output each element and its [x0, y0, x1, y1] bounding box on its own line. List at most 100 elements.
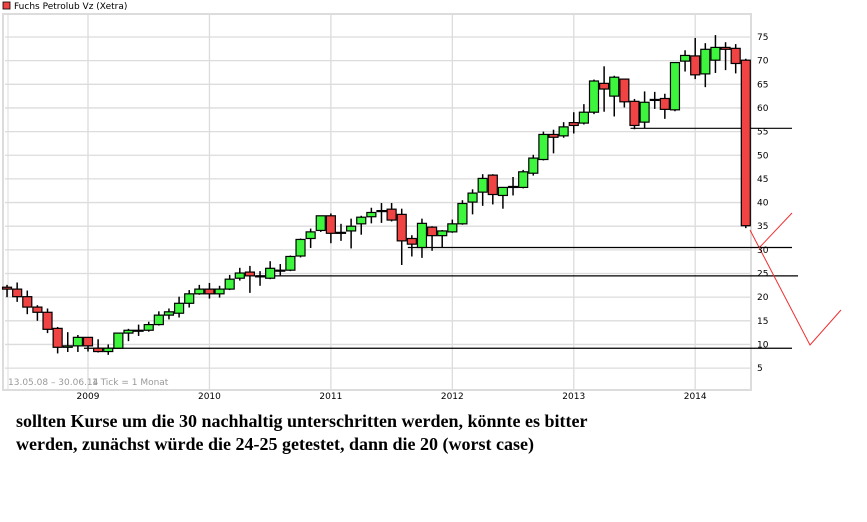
candle	[42, 308, 53, 334]
candle	[133, 324, 144, 336]
x-tick-label: 2009	[77, 392, 100, 402]
candle	[82, 336, 94, 352]
drawn-annotations	[749, 212, 842, 346]
candle	[487, 174, 498, 205]
candle	[396, 208, 407, 265]
y-tick-label: 70	[757, 57, 769, 67]
candle-body	[376, 209, 387, 213]
candle	[690, 37, 701, 80]
candle-body	[528, 157, 539, 174]
candle-body	[548, 133, 559, 138]
candle	[22, 290, 33, 315]
candle	[467, 189, 478, 215]
candle	[254, 271, 266, 286]
caption: sollten Kurse um die 30 nachhaltig unter…	[16, 410, 716, 456]
candle-body	[457, 202, 468, 225]
candle-body	[659, 97, 670, 110]
candle	[194, 284, 205, 295]
candle-body	[325, 215, 336, 234]
candle-body	[184, 293, 195, 304]
candle-body	[12, 288, 23, 298]
candle	[679, 50, 691, 72]
candle-body	[487, 174, 498, 196]
candle	[12, 282, 23, 302]
candle-body	[568, 122, 579, 127]
candle-body	[538, 133, 549, 161]
x-tick-label: 2011	[319, 392, 342, 402]
candle	[52, 326, 63, 354]
candle	[72, 334, 83, 353]
date-range-label: 13.05.08 – 30.06.14	[8, 378, 99, 388]
candle	[588, 79, 600, 115]
candle-body	[437, 230, 448, 237]
candle	[62, 332, 73, 353]
candle	[406, 235, 417, 257]
candle-body	[194, 288, 205, 295]
candle-body	[265, 267, 276, 279]
y-tick-label: 65	[757, 80, 768, 90]
candle	[103, 344, 114, 355]
candle	[477, 174, 488, 206]
candle	[356, 215, 367, 235]
support-lines	[84, 127, 798, 349]
candle-body	[22, 296, 33, 308]
candle	[123, 328, 134, 342]
candle	[599, 66, 610, 112]
candle-body	[275, 269, 286, 272]
legend-label: Fuchs Petrolub Vz (Xetra)	[14, 2, 127, 12]
candle	[619, 78, 630, 108]
candle-body	[497, 186, 509, 197]
candle	[275, 264, 286, 276]
candle	[528, 154, 539, 176]
candle	[335, 223, 347, 241]
candle-body	[214, 288, 225, 295]
x-tick-label: 2014	[684, 392, 707, 402]
candle-body	[406, 237, 417, 245]
candle-body	[123, 329, 134, 334]
candle	[700, 43, 711, 88]
candle	[416, 218, 428, 258]
candle-body	[143, 323, 154, 331]
y-tick-label: 60	[757, 104, 769, 114]
candle-body	[295, 238, 306, 257]
candle-body	[426, 226, 438, 237]
candle	[305, 228, 316, 248]
candle-body	[507, 185, 519, 189]
candles	[1, 35, 751, 355]
candle-body	[518, 171, 529, 189]
legend-swatch	[2, 1, 11, 10]
y-tick-label: 35	[757, 222, 768, 232]
candle-body	[173, 302, 185, 314]
candle-body	[42, 311, 53, 330]
candle	[740, 58, 751, 229]
candle	[376, 203, 387, 223]
candle-body	[82, 336, 94, 347]
candle-body	[315, 215, 326, 232]
candle-body	[133, 329, 144, 332]
annotation-line	[758, 212, 793, 249]
candle-body	[578, 111, 589, 124]
candle-body	[679, 54, 691, 62]
candle-body	[254, 275, 266, 278]
candle	[457, 200, 468, 225]
candle-body	[619, 78, 630, 103]
candle-body	[305, 231, 316, 240]
candle-body	[467, 192, 478, 203]
candle	[639, 91, 650, 129]
candle-body	[163, 311, 175, 316]
y-tick-label: 5	[757, 364, 763, 374]
candle	[234, 267, 245, 281]
candle-body	[113, 332, 124, 349]
y-tick-label: 25	[757, 270, 768, 280]
candle-body	[346, 225, 357, 232]
candle-body	[356, 216, 367, 225]
x-tick-label: 2012	[441, 392, 464, 402]
candle	[204, 282, 215, 299]
candle-body	[700, 48, 711, 75]
candle-body	[386, 208, 397, 221]
candle-body	[730, 47, 741, 65]
candle-body	[609, 76, 620, 97]
candle	[649, 91, 660, 109]
candle-body	[204, 288, 215, 295]
candle-body	[710, 46, 721, 61]
